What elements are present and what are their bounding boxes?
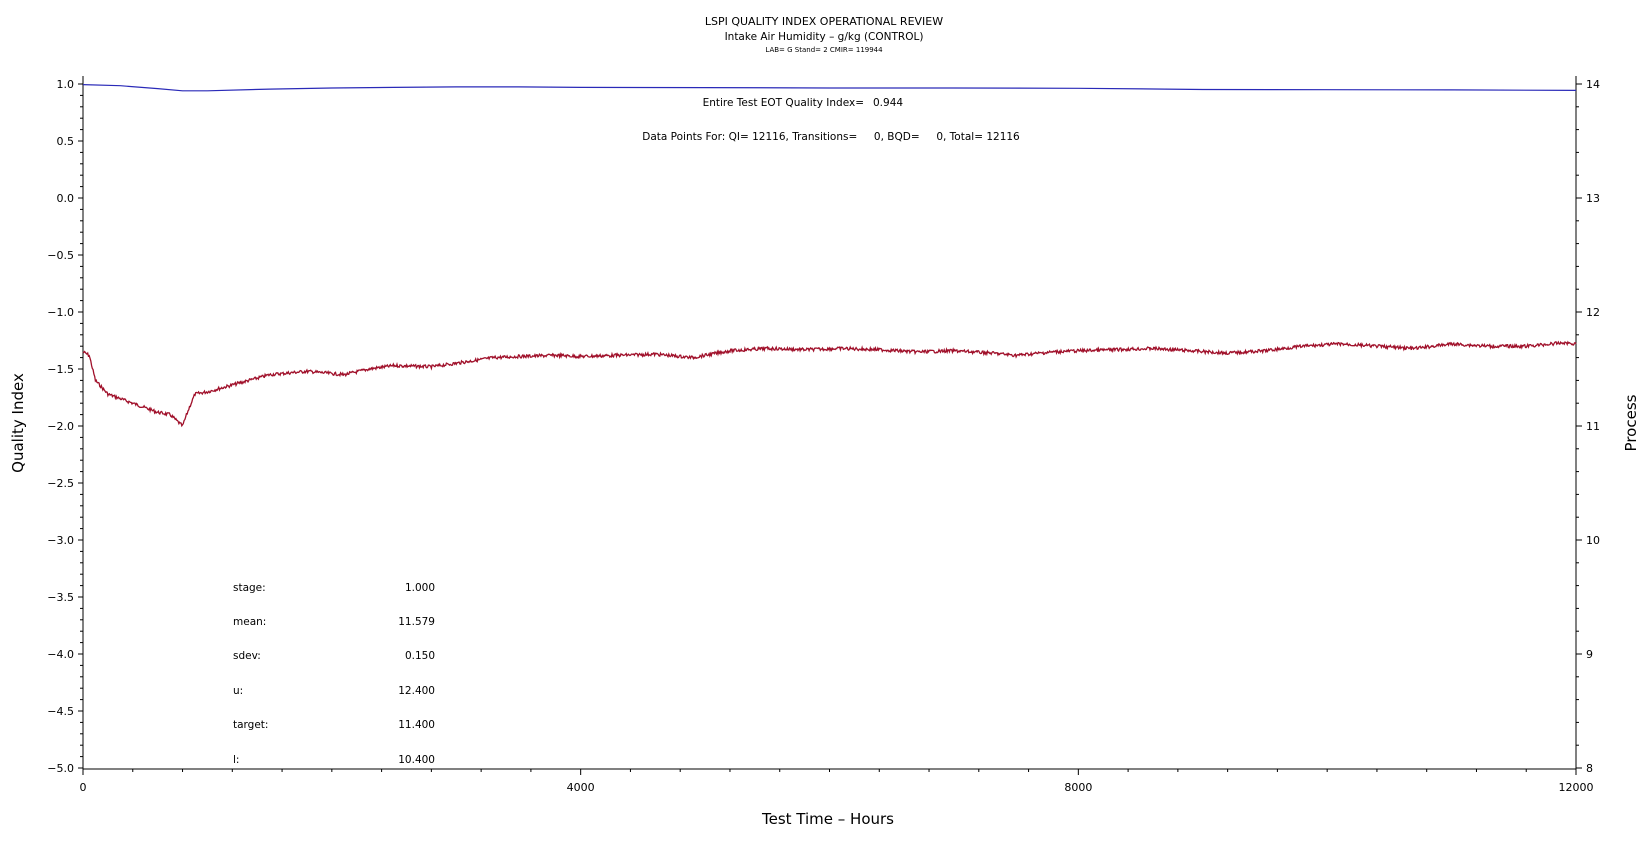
y-tick-label: −3.5	[47, 591, 74, 604]
left-ticks: 1.0 0.5 0.0 −0.5 −1.0 −1.5 −2.0 −2.5 −3.0 −3.5 −4.…	[47, 78, 83, 775]
y2-tick-label: 13	[1586, 192, 1600, 205]
stat-value: 10.400	[398, 754, 435, 766]
y-tick-label: −4.5	[47, 705, 74, 718]
chart-title: LSPI QUALITY INDEX OPERATIONAL REVIEW	[705, 15, 943, 28]
stats-block: stage: 1.000 mean: 11.579 sdev: 0.150 u: 12.400…	[233, 582, 435, 766]
chart-subtitle: Intake Air Humidity – g/kg (CONTROL)	[725, 31, 924, 43]
y-tick-label: −2.5	[47, 477, 74, 490]
chart-meta: LAB= G Stand= 2 CMIR= 119944	[765, 46, 883, 54]
y-axis-title: Quality Index	[9, 373, 27, 473]
stat-value: 12.400	[398, 685, 435, 697]
y-tick-label: 1.0	[57, 78, 75, 91]
y-tick-label: −5.0	[47, 762, 74, 775]
y2-tick-label: 11	[1586, 420, 1600, 433]
y-tick-label: −4.0	[47, 648, 74, 661]
axes	[82, 76, 1577, 770]
y-tick-label: 0.0	[57, 192, 75, 205]
x-tick-label: 12000	[1559, 781, 1594, 794]
y2-tick-label: 9	[1586, 648, 1593, 661]
x-tick-label: 0	[80, 781, 87, 794]
stat-value: 11.579	[398, 616, 435, 628]
bottom-ticks: 0 4000 8000 12000	[80, 769, 1594, 794]
stat-label: l:	[233, 754, 239, 766]
stat-label: stage:	[233, 582, 266, 594]
stat-label: u:	[233, 685, 243, 697]
x-tick-label: 8000	[1064, 781, 1092, 794]
eot-quality-label: Entire Test EOT Quality Index=	[703, 97, 864, 109]
right-ticks: 14 13 12 11 10 9 8	[1576, 78, 1600, 775]
y2-tick-label: 10	[1586, 534, 1600, 547]
y2-axis-title: Process	[1622, 394, 1640, 451]
y-tick-label: −0.5	[47, 249, 74, 262]
x-axis-title: Test Time – Hours	[761, 810, 894, 828]
y2-tick-label: 8	[1586, 762, 1593, 775]
y2-tick-label: 12	[1586, 306, 1600, 319]
stat-label: sdev:	[233, 650, 261, 662]
stat-value: 0.150	[405, 650, 435, 662]
process-line	[82, 340, 1577, 428]
y-tick-label: −1.5	[47, 363, 74, 376]
x-tick-label: 4000	[567, 781, 595, 794]
stat-value: 1.000	[405, 582, 435, 594]
y-tick-label: −2.0	[47, 420, 74, 433]
y-tick-label: 0.5	[57, 135, 75, 148]
data-points-text: Data Points For: QI= 12116, Transitions=…	[642, 131, 1020, 143]
y-tick-label: −1.0	[47, 306, 74, 319]
quality-index-line	[82, 84, 1577, 92]
stat-label: mean:	[233, 616, 266, 628]
stat-value: 11.400	[398, 719, 435, 731]
stat-label: target:	[233, 719, 268, 731]
y-tick-label: −3.0	[47, 534, 74, 547]
eot-quality-value: 0.944	[873, 97, 903, 109]
y2-tick-label: 14	[1586, 78, 1600, 91]
